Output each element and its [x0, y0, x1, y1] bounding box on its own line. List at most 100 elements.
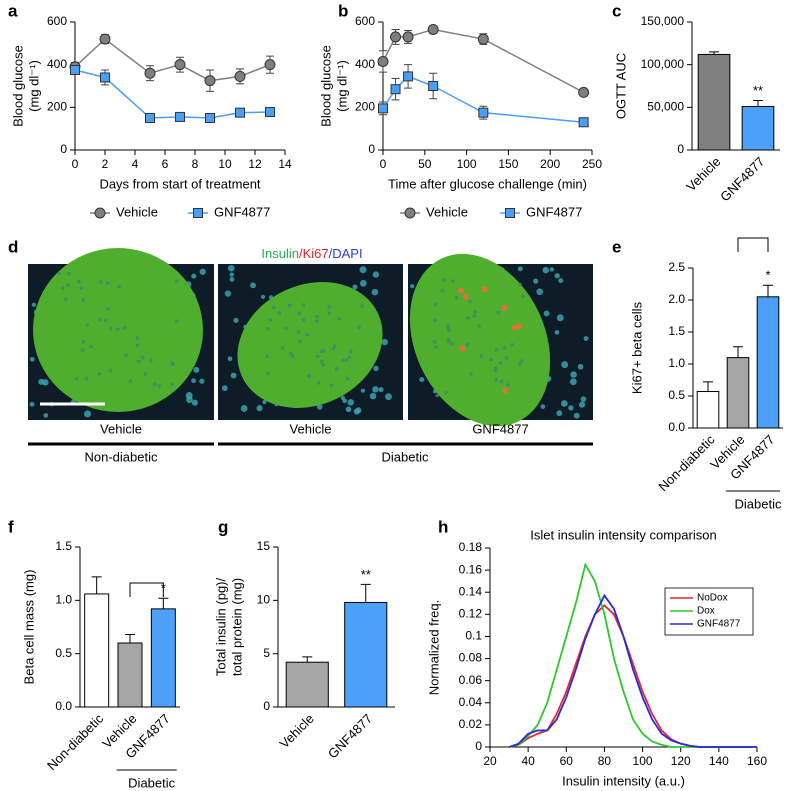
significance: **: [361, 567, 371, 582]
x-tick-label: 120: [671, 754, 691, 768]
marker: [377, 55, 389, 67]
islet-nucleus: [521, 294, 525, 299]
ki67-nucleus: [511, 324, 518, 331]
islet-nucleus: [280, 346, 285, 350]
y-axis-label: total protein (mg): [229, 578, 244, 676]
nucleus: [373, 365, 379, 372]
x-tick-label: 50: [418, 157, 432, 171]
nucleus: [378, 387, 384, 393]
islet-nucleus: [174, 279, 179, 284]
y-tick-label: 0.02: [459, 717, 483, 731]
y-tick-label: 150,000: [641, 14, 685, 28]
significance: *: [765, 268, 770, 283]
legend-label: GNF4877: [697, 619, 741, 630]
islet-nucleus: [99, 279, 103, 284]
nucleus: [369, 392, 377, 400]
islet-nucleus: [449, 341, 454, 346]
islet-nucleus: [66, 283, 70, 287]
y-tick-label: 0: [677, 142, 684, 156]
nucleus: [561, 361, 569, 369]
nucleus: [556, 314, 564, 322]
image-label: Vehicle: [290, 421, 332, 436]
legend-label: Vehicle: [116, 204, 158, 219]
nucleus: [233, 317, 239, 323]
islet-nucleus: [435, 393, 440, 398]
stain-part: Insulin: [261, 246, 299, 261]
nucleus: [260, 294, 266, 299]
nucleus: [549, 267, 555, 272]
islet-nucleus: [332, 344, 337, 349]
y-tick-label: 1.5: [55, 539, 72, 553]
significance: *: [161, 581, 166, 596]
islet-nucleus: [360, 304, 364, 308]
nucleus: [419, 377, 425, 383]
legend-label: Vehicle: [426, 204, 468, 219]
y-tick-label: 0.08: [459, 651, 483, 665]
islet-nucleus: [57, 271, 61, 276]
islet-nucleus: [307, 374, 311, 378]
nucleus: [577, 363, 584, 370]
y-axis-label: OGTT AUC: [613, 53, 628, 119]
y-tick-label: 0: [60, 142, 67, 156]
islet-nucleus: [466, 316, 470, 320]
islet-nucleus: [136, 359, 141, 364]
y-tick-label: 200: [355, 100, 375, 114]
x-tick-label: 40: [521, 754, 535, 768]
stain-title: Insulin/Ki67/DAPI: [261, 246, 362, 261]
legend-label: NoDox: [697, 593, 728, 604]
marker: [204, 75, 216, 87]
islet-nucleus: [89, 345, 93, 349]
islet-nucleus: [298, 339, 302, 344]
nucleus: [43, 413, 49, 418]
islet-nucleus: [149, 358, 153, 363]
islet-nucleus: [327, 311, 332, 315]
x-tick-label: 150: [498, 157, 518, 171]
y-tick-label: 400: [355, 57, 375, 71]
panel-letter: e: [612, 237, 621, 256]
nucleus: [533, 278, 539, 284]
islet-nucleus: [266, 371, 270, 376]
nucleus: [185, 391, 193, 399]
nucleus: [250, 282, 256, 289]
bar: [344, 601, 388, 708]
marker: [144, 67, 156, 79]
islet-nucleus: [170, 361, 174, 365]
stain-part: /Ki67: [299, 246, 329, 261]
nucleus: [536, 288, 544, 296]
marker: [390, 31, 402, 43]
nucleus: [29, 356, 35, 362]
image-label: GNF4877: [472, 421, 528, 436]
nucleus: [359, 266, 367, 274]
nucleus: [193, 366, 200, 373]
marker: [265, 107, 275, 118]
marker: [145, 113, 155, 123]
islet-nucleus: [268, 318, 273, 322]
islet: [409, 253, 551, 427]
nucleus: [543, 310, 550, 317]
x-axis-label: Days from start of treatment: [99, 176, 260, 191]
legend-marker: [94, 207, 106, 219]
islet-nucleus: [61, 286, 65, 291]
islet-nucleus: [465, 342, 470, 347]
islet-nucleus: [327, 305, 331, 309]
marker: [99, 33, 111, 45]
bar: [285, 661, 329, 708]
marker: [100, 72, 110, 83]
y-tick-label: 0.12: [459, 607, 483, 621]
x-tick-label: 10: [218, 157, 232, 171]
x-axis-label: Insulin intensity (a.u.): [562, 773, 685, 788]
islet-nucleus: [432, 340, 437, 344]
islet-nucleus: [340, 358, 345, 363]
marker: [235, 107, 245, 118]
nucleus: [372, 271, 380, 278]
islet-nucleus: [85, 323, 90, 327]
marker: [234, 70, 246, 82]
nucleus: [554, 273, 560, 279]
x-axis-label: Time after glucose challenge (min): [388, 176, 587, 191]
marker: [175, 111, 185, 122]
error-bar: [360, 583, 371, 603]
islet-nucleus: [446, 337, 451, 342]
islet-nucleus: [140, 355, 145, 360]
islet-nucleus: [170, 382, 175, 387]
